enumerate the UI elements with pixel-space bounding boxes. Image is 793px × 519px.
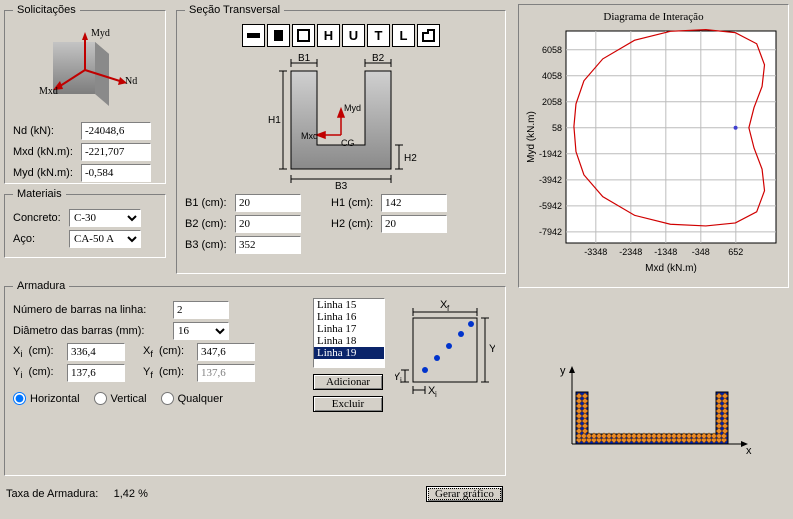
svg-text:-7942: -7942 [538,227,561,237]
section-miniview: x y [548,364,754,460]
diam-label: Diâmetro das barras (mm): [13,325,169,337]
shape-rect-hollow[interactable] [292,24,315,47]
svg-text:Myd (kN.m): Myd (kN.m) [526,111,537,163]
taxa-label: Taxa de Armadura: [6,488,98,500]
linha-listbox[interactable]: Linha 15Linha 16Linha 17Linha 18Linha 19 [313,298,385,368]
solicitacoes-legend: Solicitações [13,4,80,16]
secao-legend: Seção Transversal [185,4,284,16]
axis-mxd: Mxd [39,86,58,97]
shape-rect-solid[interactable] [267,24,290,47]
svg-text:-348: -348 [691,247,709,257]
h1-input[interactable] [381,194,447,212]
taxa-row: Taxa de Armadura: 1,42 % [6,488,148,500]
svg-text:-5942: -5942 [538,201,561,211]
radio-qualquer[interactable]: Qualquer [161,392,223,405]
h2-input[interactable] [381,215,447,233]
nbar-input[interactable] [173,301,229,319]
solicitacoes-cube: Myd Nd Mxd [25,26,145,114]
svg-text:B3: B3 [335,181,348,191]
armadura-preview: Xf Yf Yi Xi [395,298,483,396]
yi-label: Yi (cm): [13,366,63,380]
svg-text:B2: B2 [372,53,385,64]
yi-input[interactable] [67,364,125,382]
section-drawing: B1 B2 B3 H1 H2 Myd Mxd CG [231,53,451,191]
b2-label: B2 (cm): [185,218,231,230]
excluir-button[interactable]: Excluir [313,396,383,412]
svg-text:Myd: Myd [344,103,361,113]
shape-palette: H U T L [185,24,497,47]
shape-l[interactable]: L [392,24,415,47]
nd-label: Nd (kN): [13,125,77,137]
h1-label: H1 (cm): [331,197,377,209]
b3-label: B3 (cm): [185,239,231,251]
materiais-group: Materiais Concreto: C-30 Aço: CA-50 A [4,188,166,258]
xf-input[interactable] [197,343,255,361]
svg-text:-3942: -3942 [538,175,561,185]
svg-text:x: x [746,445,752,457]
shape-irregular[interactable] [417,24,440,47]
concreto-label: Concreto: [13,212,65,224]
svg-text:Mxd (kN.m): Mxd (kN.m) [645,263,697,274]
armadura-group: Armadura Número de barras na linha: Diâm… [4,280,506,476]
nbar-label: Número de barras na linha: [13,304,169,316]
xi-input[interactable] [67,343,125,361]
svg-text:CG: CG [341,138,355,148]
taxa-value: 1,42 % [114,488,148,500]
myd-label: Myd (kN.m): [13,167,77,179]
materiais-legend: Materiais [13,188,66,200]
svg-text:4058: 4058 [541,71,561,81]
radio-vertical[interactable]: Vertical [94,392,147,405]
svg-text:6058: 6058 [541,45,561,55]
myd-input[interactable] [81,164,151,182]
svg-text:H2: H2 [404,153,417,164]
svg-text:-1348: -1348 [654,247,677,257]
diam-select[interactable]: 16 [173,322,229,340]
yf-label: Yf (cm): [143,366,193,380]
svg-text:Mxd: Mxd [301,131,318,141]
secao-group: Seção Transversal H U T L [176,4,506,274]
interaction-chart: -7942 -5942 -3942 -1942 58 2058 4058 6058 -3348 -… [524,25,784,275]
armadura-legend: Armadura [13,280,69,292]
svg-text:i: i [435,390,437,399]
radio-horizontal[interactable]: Horizontal [13,392,80,405]
solicitacoes-group: Solicitações Myd Nd Mxd Nd (kN): [4,4,166,184]
b3-input[interactable] [235,236,301,254]
mxd-input[interactable] [81,143,151,161]
axis-myd: Myd [91,28,110,39]
aco-select[interactable]: CA-50 A [69,230,141,248]
svg-text:-2348: -2348 [619,247,642,257]
chart-title: Diagrama de Interação [523,9,784,25]
svg-text:B1: B1 [298,53,311,64]
svg-text:y: y [560,365,566,377]
shape-bar[interactable] [242,24,265,47]
svg-text:58: 58 [551,123,561,133]
h2-label: H2 (cm): [331,218,377,230]
b2-input[interactable] [235,215,301,233]
gerar-button[interactable]: Gerar gráfico [426,486,503,502]
nd-input[interactable] [81,122,151,140]
adicionar-button[interactable]: Adicionar [313,374,383,390]
svg-text:652: 652 [728,247,743,257]
xf-label: Xf (cm): [143,345,193,359]
mxd-label: Mxd (kN.m): [13,146,77,158]
chart-group: Diagrama de Interação -7942 -5942 -3942 -19… [518,4,789,288]
svg-text:Y: Y [489,343,495,355]
b1-label: B1 (cm): [185,197,231,209]
shape-h[interactable]: H [317,24,340,47]
svg-text:-3348: -3348 [584,247,607,257]
svg-text:-1942: -1942 [538,149,561,159]
svg-text:H1: H1 [268,115,281,126]
b1-input[interactable] [235,194,301,212]
axis-nd: Nd [125,76,137,87]
shape-t[interactable]: T [367,24,390,47]
yf-input [197,364,255,382]
shape-u[interactable]: U [342,24,365,47]
concreto-select[interactable]: C-30 [69,209,141,227]
svg-text:2058: 2058 [541,97,561,107]
aco-label: Aço: [13,233,65,245]
svg-text:i: i [400,376,402,385]
xi-label: Xi (cm): [13,345,63,359]
